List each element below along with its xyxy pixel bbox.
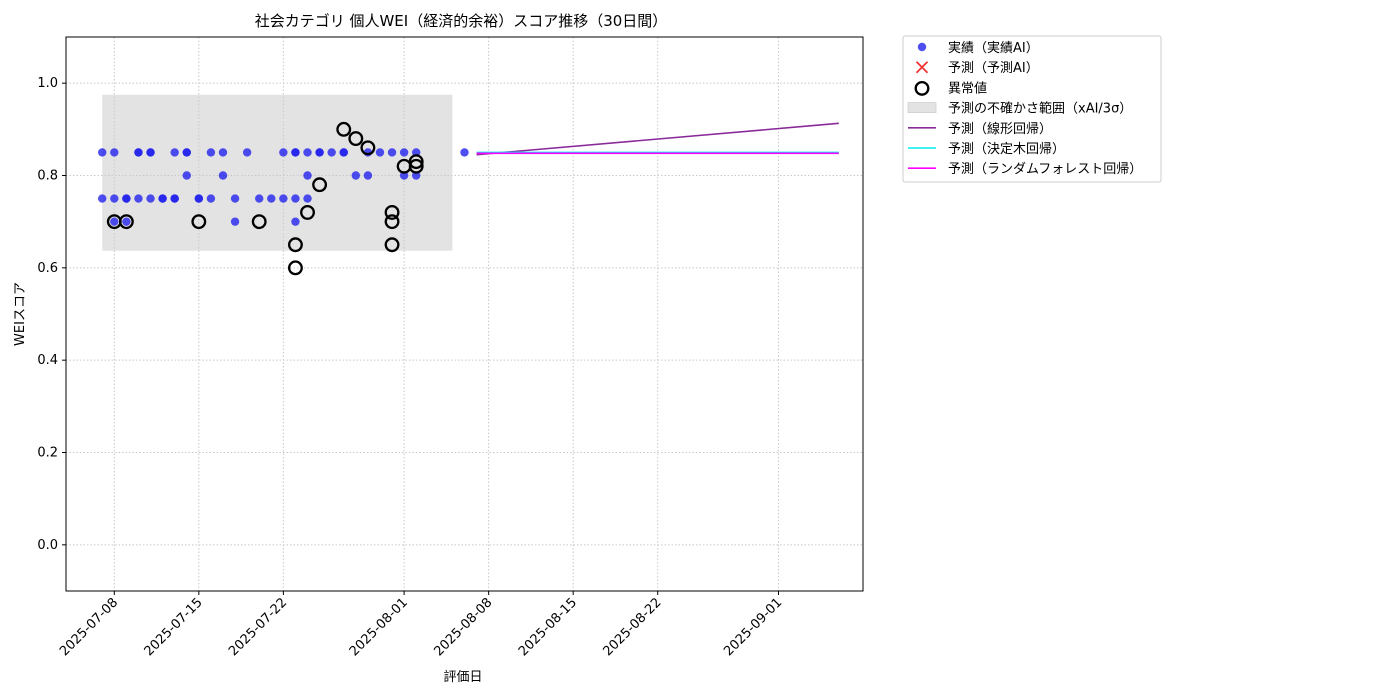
anomaly-marker (384, 214, 400, 230)
anomaly-marker (191, 214, 207, 230)
anomaly-marker (384, 237, 400, 253)
data-point (122, 217, 131, 226)
data-point (146, 194, 155, 203)
legend-label: 予測（予測AI） (948, 61, 1039, 76)
anomaly-marker (300, 204, 315, 220)
data-point (122, 194, 131, 203)
data-point (291, 217, 300, 226)
data-point (134, 194, 143, 203)
data-point (339, 148, 348, 157)
data-point (351, 171, 361, 180)
data-point (170, 148, 179, 157)
anomaly-marker (336, 121, 352, 137)
data-point (267, 194, 276, 203)
legend-swatch-band (907, 102, 937, 113)
legend-marker-ring (914, 80, 930, 96)
data-point (242, 148, 252, 157)
legend-box (902, 35, 1162, 183)
data-point (230, 194, 240, 203)
data-point (110, 217, 119, 226)
legend-label: 実績（実績AI） (948, 40, 1039, 56)
data-point (134, 148, 143, 157)
anomaly-marker (384, 204, 400, 220)
data-point (98, 194, 107, 203)
anomaly-marker (348, 131, 364, 147)
data-point (327, 148, 336, 157)
legend-label: 予測の不確かさ範囲（xAI/3σ） (948, 101, 1132, 117)
data-point (303, 194, 312, 203)
y-tick-label: 0.0 (37, 538, 58, 553)
y-tick-label: 0.4 (37, 353, 58, 368)
data-point (399, 148, 409, 157)
data-point (146, 148, 155, 157)
y-tick-label: 0.6 (37, 261, 58, 276)
legend-marker-dot (917, 42, 927, 52)
x-axis-title: 評価日 (443, 670, 482, 685)
data-point (206, 194, 216, 203)
data-point (230, 217, 240, 226)
data-point (303, 171, 312, 180)
plot-frame (65, 36, 864, 592)
y-tick-label: 0.2 (37, 446, 58, 461)
data-point (375, 148, 385, 157)
uncertainty-band (102, 94, 453, 251)
anomaly-marker (287, 260, 303, 276)
data-point (110, 148, 119, 157)
data-point (218, 148, 228, 157)
anomaly-marker (312, 177, 328, 193)
data-point (182, 171, 191, 180)
y-tick-label: 0.8 (37, 169, 58, 184)
legend-label: 予測（決定木回帰） (948, 141, 1065, 157)
legend-marker-cross (915, 61, 929, 74)
anomaly-marker (408, 154, 424, 170)
data-point (291, 194, 300, 203)
anomaly-marker (251, 214, 267, 230)
data-point (206, 148, 216, 157)
data-point (363, 171, 373, 180)
anomaly-marker (408, 158, 424, 174)
y-tick-label: 1.0 (37, 76, 58, 91)
chart-title: 社会カテゴリ 個人WEI（経済的余裕）スコア推移（30日間） (255, 12, 668, 30)
legend-label: 異常値 (948, 80, 987, 96)
data-point (218, 171, 228, 180)
legend-label: 予測（ランダムフォレスト回帰） (948, 161, 1142, 177)
y-axis-title: WEIスコア (13, 282, 28, 346)
data-point (98, 148, 107, 157)
data-point (194, 194, 204, 203)
data-point (315, 148, 324, 157)
data-point (460, 148, 469, 157)
data-point (110, 194, 119, 203)
data-point (182, 148, 191, 157)
series-line (476, 122, 839, 156)
data-point (279, 148, 288, 157)
anomaly-marker (287, 237, 303, 253)
data-point (387, 148, 397, 157)
data-point (303, 148, 312, 157)
legend-label: 予測（線形回帰） (948, 121, 1052, 137)
data-point (279, 194, 288, 203)
anomaly-marker (360, 140, 376, 156)
data-point (255, 194, 264, 203)
anomaly-marker (118, 214, 134, 230)
data-point (291, 148, 300, 157)
data-point (158, 194, 167, 203)
data-point (170, 194, 179, 203)
